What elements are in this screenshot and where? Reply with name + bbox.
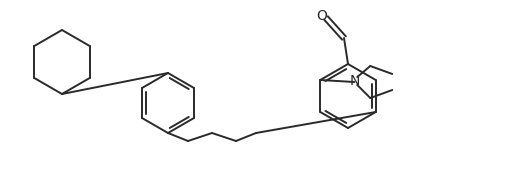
Text: N: N [350,74,361,88]
Text: O: O [316,9,328,23]
